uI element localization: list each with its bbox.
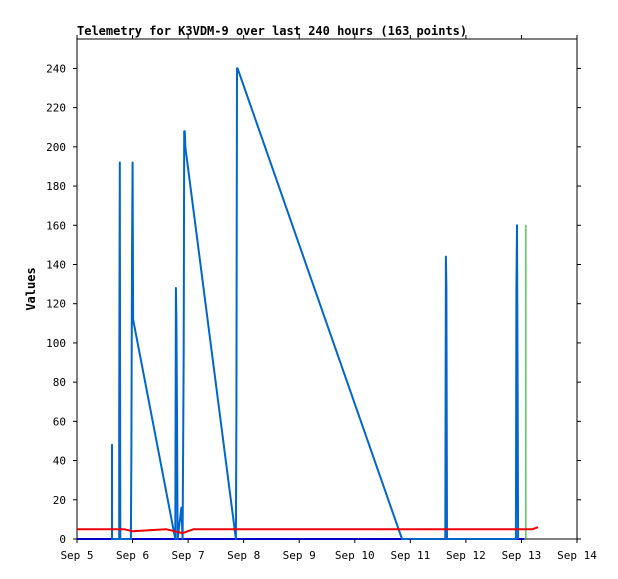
y-tick-label: 160: [46, 219, 66, 232]
y-tick-label: 80: [53, 376, 66, 389]
y-tick-label: 140: [46, 258, 66, 271]
x-tick-label: Sep 14: [557, 549, 597, 562]
x-tick-label: Sep 8: [227, 549, 260, 562]
plot-frame: [76, 38, 578, 540]
x-tick-label: Sep 6: [116, 549, 149, 562]
x-tick-label: Sep 11: [390, 549, 430, 562]
y-tick-label: 20: [53, 494, 66, 507]
x-tick-label: Sep 13: [502, 549, 542, 562]
y-tick-label: 100: [46, 337, 66, 350]
series-layer: [77, 67, 539, 540]
y-tick-label: 120: [46, 298, 66, 311]
y-tick-label: 40: [53, 455, 66, 468]
x-tick-label: Sep 5: [60, 549, 93, 562]
x-tick-label: Sep 12: [446, 549, 486, 562]
y-tick-label: 0: [59, 533, 66, 546]
series-line-4: [77, 526, 539, 535]
y-tick-label: 180: [46, 180, 66, 193]
series-line-3: [111, 67, 520, 540]
chart-title: Telemetry for K3VDM-9 over last 240 hour…: [77, 24, 467, 38]
y-tick-label: 220: [46, 102, 66, 115]
y-tick-label: 200: [46, 141, 66, 154]
ticks-layer: 0 20 40 60 80 100 120 140 160 180 200 220 240 Sep 5 Se…: [46, 35, 597, 562]
x-tick-label: Sep 7: [172, 549, 205, 562]
y-tick-label: 60: [53, 415, 66, 428]
x-tick-label: Sep 10: [335, 549, 375, 562]
x-tick-label: Sep 9: [283, 549, 316, 562]
y-tick-label: 240: [46, 62, 66, 75]
y-axis-label: Values: [24, 267, 38, 310]
